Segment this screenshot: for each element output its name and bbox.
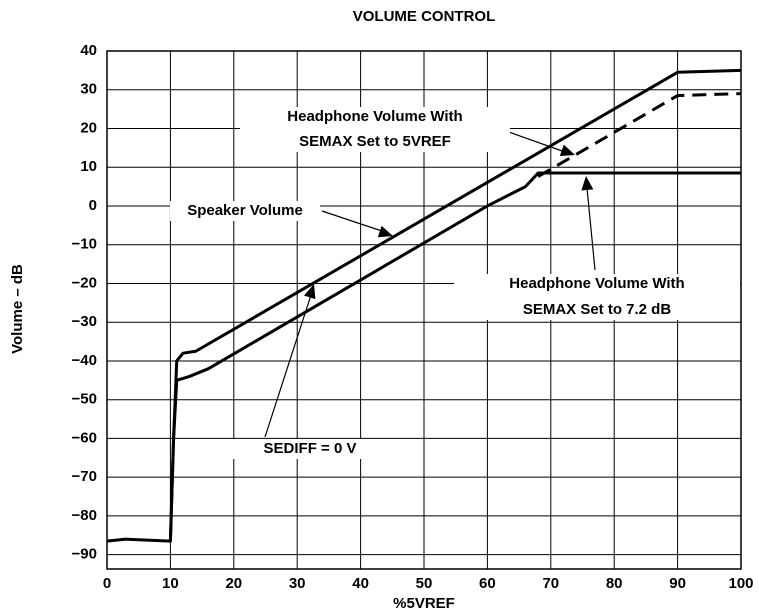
x-tick-label: 100 xyxy=(728,575,753,592)
x-tick-label: 90 xyxy=(669,575,686,592)
y-tick-label: 20 xyxy=(80,119,97,136)
x-tick-label: 50 xyxy=(416,575,433,592)
annotation-leader xyxy=(321,210,383,232)
annotation-leader xyxy=(264,294,312,438)
x-tick-label: 0 xyxy=(103,575,111,592)
annotation-arrow xyxy=(559,144,575,156)
x-tick-label: 70 xyxy=(542,575,559,592)
x-tick-label: 80 xyxy=(606,575,623,592)
y-tick-label: 0 xyxy=(89,197,97,214)
x-axis-label: %5VREF xyxy=(393,595,455,612)
annotation-text: Headphone Volume With xyxy=(287,108,462,125)
y-tick-label: −80 xyxy=(72,507,97,524)
y-tick-label: −30 xyxy=(72,313,97,330)
annotation-text: Speaker Volume xyxy=(187,202,303,219)
y-tick-label: −50 xyxy=(72,391,97,408)
y-tick-label: 30 xyxy=(80,81,97,98)
x-tick-label: 30 xyxy=(289,575,306,592)
annotation-leader xyxy=(586,187,596,271)
line-series xyxy=(168,171,741,542)
line-series xyxy=(106,68,742,543)
x-tick-label: 20 xyxy=(225,575,242,592)
y-axis-label: Volume – dB xyxy=(9,264,26,354)
annotation-bg xyxy=(240,107,510,152)
annotation-arrow xyxy=(581,176,594,191)
x-tick-label: 60 xyxy=(479,575,496,592)
annotation-arrow xyxy=(377,225,393,238)
chart-title: VOLUME CONTROL xyxy=(353,8,496,25)
annotation-text: SEMAX Set to 5VREF xyxy=(299,133,451,150)
annotation-leader xyxy=(502,129,566,153)
x-tick-label: 40 xyxy=(352,575,369,592)
annotation-text: SEMAX Set to 7.2 dB xyxy=(523,301,672,318)
annotation-bg xyxy=(220,439,400,459)
y-tick-label: 10 xyxy=(80,158,97,175)
y-tick-label: 40 xyxy=(80,42,97,59)
annotation-text: SEDIFF = 0 V xyxy=(264,440,357,457)
y-tick-label: −60 xyxy=(72,429,97,446)
y-tick-label: −40 xyxy=(72,352,97,369)
y-tick-label: −20 xyxy=(72,274,97,291)
annotation-arrow xyxy=(303,284,316,300)
line-series xyxy=(537,92,742,178)
y-tick-label: −10 xyxy=(72,236,97,253)
annotation-text: Headphone Volume With xyxy=(509,275,684,292)
y-tick-label: −70 xyxy=(72,468,97,485)
annotation-bg xyxy=(454,274,740,320)
x-tick-label: 10 xyxy=(162,575,179,592)
y-tick-label: −90 xyxy=(72,546,97,563)
annotation-bg xyxy=(170,201,320,221)
